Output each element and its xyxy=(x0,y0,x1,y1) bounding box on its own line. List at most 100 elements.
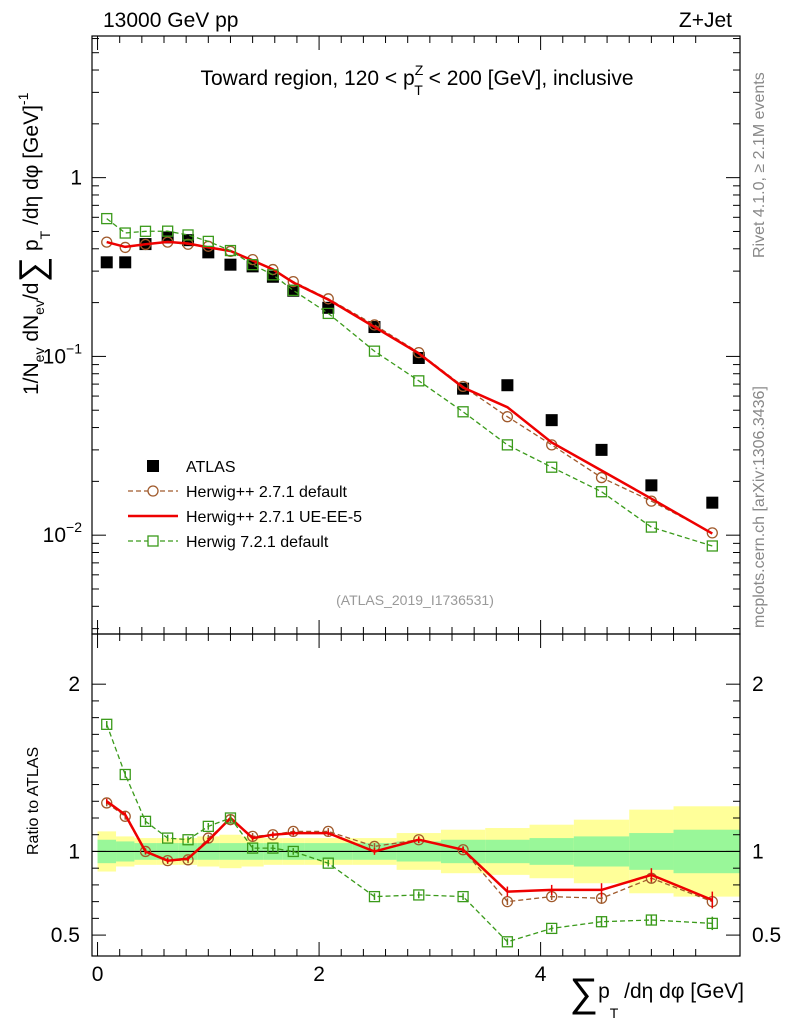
herwig72-point xyxy=(595,486,608,498)
herwig72-point xyxy=(267,269,279,281)
ratio-point xyxy=(368,890,381,903)
herwig-default-point xyxy=(706,527,718,539)
legend: ATLAS Herwig++ 2.7.1 default Herwig++ 2.7.… xyxy=(128,459,362,551)
x-axis-label: ∑pT /dη dφ [GeV] xyxy=(570,971,744,1021)
herwig72-point xyxy=(645,521,658,533)
herwig72-point xyxy=(501,439,514,451)
ratio-point xyxy=(501,895,514,908)
ratio-frame xyxy=(91,633,741,957)
atlas-point xyxy=(224,258,237,271)
ratio-point xyxy=(287,825,299,838)
legend-label: ATLAS xyxy=(186,459,236,476)
main-panel: 10−2 10−1 1 Toward region, 120 < pZ T < 200… xyxy=(11,35,741,635)
ratio-panel: 0.5 0.5 1 1 2 2 0 2 4 Ratio to ATLAS ∑pT /dη dφ … xyxy=(25,633,781,1021)
ratio-point xyxy=(706,917,718,930)
y-tick-label: 1 xyxy=(70,167,82,190)
legend-label: Herwig 7.2.1 default xyxy=(186,534,329,551)
ratio-y-tick-label-right: 0.5 xyxy=(752,924,781,947)
analysis-label: (ATLAS_2019_I1736531) xyxy=(336,592,494,608)
main-title: Toward region, 120 < pZ T < 200 [GeV], in… xyxy=(200,62,633,98)
y-tick-label: 10−2 xyxy=(43,519,83,547)
ratio-point xyxy=(501,936,514,948)
ratio-point xyxy=(267,842,279,854)
x-tick-label: 4 xyxy=(535,963,547,986)
header-left: 13000 GeV pp xyxy=(103,9,238,32)
ratio-y-tick-label: 1 xyxy=(68,840,80,863)
main-axis-ticks: 10−2 10−1 1 xyxy=(43,36,740,634)
herwig72-point xyxy=(246,259,259,271)
atlas-point xyxy=(202,246,215,259)
herwig72-point xyxy=(101,212,113,225)
ratio-point xyxy=(546,922,558,935)
herwig72-point xyxy=(413,375,425,387)
ratio-point xyxy=(101,797,113,809)
atlas-point xyxy=(119,256,132,269)
series-line xyxy=(106,218,713,547)
ratio-point xyxy=(119,810,131,822)
mcplots-label: mcplots.cern.ch [arXiv:1306.3436] xyxy=(751,386,768,628)
atlas-point xyxy=(100,256,113,269)
series-line xyxy=(106,240,713,535)
herwig72-point xyxy=(322,307,334,320)
ratio-point xyxy=(322,857,334,869)
main-series xyxy=(100,212,719,552)
ratio-axis-ticks: 0.5 0.5 1 1 2 2 0 2 4 xyxy=(51,634,781,986)
legend-marker xyxy=(147,535,159,547)
herwig72-point xyxy=(139,225,152,237)
x-tick-label: 0 xyxy=(92,963,104,986)
ratio-y-tick-label-right: 1 xyxy=(752,840,764,863)
ratio-series xyxy=(101,718,718,948)
ratio-y-tick-label-right: 2 xyxy=(752,673,764,696)
herwig72-point xyxy=(202,235,214,248)
ratio-y-tick-label: 0.5 xyxy=(51,924,80,947)
main-y-label: 1/Nev dNev/d∑ pT /dη dφ [GeV]-1 xyxy=(11,92,53,395)
y-tick-label: 10−1 xyxy=(43,340,83,368)
atlas-point xyxy=(501,379,514,392)
rivet-label: Rivet 4.1.0, ≥ 2.1M events xyxy=(751,72,768,258)
x-tick-label: 2 xyxy=(313,963,325,986)
herwig72-point xyxy=(368,345,381,357)
legend-marker xyxy=(147,485,159,497)
ratio-point xyxy=(595,916,608,928)
herwig-default-point xyxy=(457,380,469,393)
ratio-point xyxy=(322,825,334,838)
herwig72-point xyxy=(182,229,194,241)
ratio-point xyxy=(287,845,299,858)
ratio-point xyxy=(139,845,152,858)
atlas-point xyxy=(706,496,719,509)
ratio-point xyxy=(139,815,152,827)
ratio-y-tick-label: 2 xyxy=(68,673,80,696)
herwig72-point xyxy=(457,406,469,418)
herwig-default-point xyxy=(101,236,113,248)
atlas-point xyxy=(645,479,658,492)
ratio-point xyxy=(202,820,214,833)
ratio-point xyxy=(101,718,113,730)
ratio-point xyxy=(246,842,259,854)
herwig-default-point xyxy=(287,275,299,288)
atlas-point xyxy=(595,443,608,456)
herwig72-point xyxy=(224,244,237,257)
herwig-default-point xyxy=(322,293,334,305)
ratio-point xyxy=(119,768,131,781)
ratio-point xyxy=(182,834,194,846)
herwig72-point xyxy=(119,227,131,239)
ratio-point xyxy=(457,890,469,903)
ratio-y-label: Ratio to ATLAS xyxy=(25,747,42,855)
herwig-default-point xyxy=(501,411,514,423)
herwig72-point xyxy=(546,461,558,473)
ratio-point xyxy=(645,914,658,926)
herwig-default-point xyxy=(595,471,608,484)
legend-label: Herwig++ 2.7.1 default xyxy=(186,484,348,501)
legend-label: Herwig++ 2.7.1 UE-EE-5 xyxy=(186,509,362,526)
ratio-point xyxy=(162,832,174,844)
herwig72-point xyxy=(706,540,718,552)
ratio-point xyxy=(224,812,237,824)
atlas-point xyxy=(545,414,558,427)
header-right: Z+Jet xyxy=(679,9,732,32)
herwig72-point xyxy=(287,284,299,297)
ratio-point xyxy=(413,889,425,901)
herwig72-point xyxy=(162,225,174,237)
legend-marker xyxy=(147,460,159,472)
herwig-default-point xyxy=(413,346,425,359)
